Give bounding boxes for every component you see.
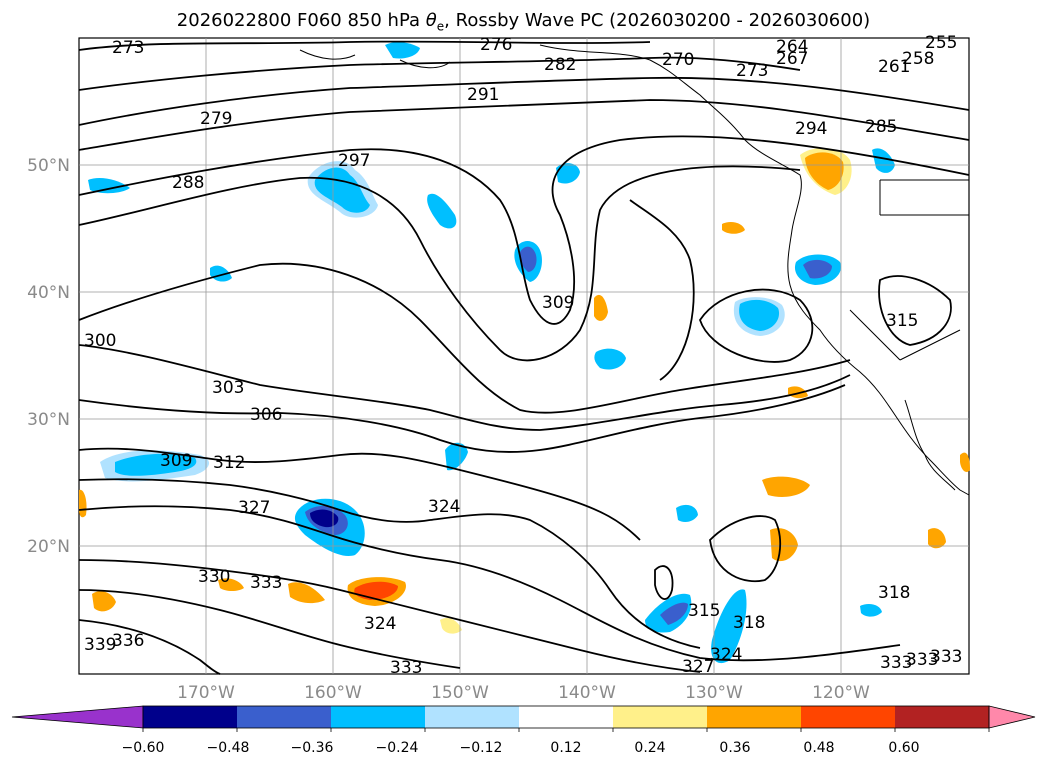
colorbar-tick-label: 0.48 bbox=[803, 740, 834, 756]
colorbar-tick-label: 0.24 bbox=[634, 740, 665, 756]
colorbar-tick-label: −0.12 bbox=[460, 740, 503, 756]
colorbar-tick-label: −0.24 bbox=[376, 740, 419, 756]
colorbar-segment bbox=[331, 706, 425, 728]
colorbar-tick-label: −0.48 bbox=[207, 740, 250, 756]
colorbar: −0.60 −0.48 −0.36 −0.24 −0.12 0.12 0.24 … bbox=[0, 0, 1047, 767]
colorbar-segment bbox=[613, 706, 707, 728]
colorbar-tick-label: −0.60 bbox=[122, 740, 165, 756]
colorbar-segment bbox=[895, 706, 989, 728]
colorbar-tick-label: 0.12 bbox=[550, 740, 581, 756]
colorbar-segment bbox=[707, 706, 801, 728]
colorbar-segment bbox=[425, 706, 519, 728]
colorbar-segment bbox=[237, 706, 331, 728]
colorbar-tick-labels: −0.60 −0.48 −0.36 −0.24 −0.12 0.12 0.24 … bbox=[122, 740, 920, 756]
colorbar-extend-high bbox=[989, 706, 1035, 728]
colorbar-tick-label: 0.60 bbox=[888, 740, 919, 756]
colorbar-segment bbox=[143, 706, 237, 728]
colorbar-extend-low bbox=[12, 706, 143, 728]
colorbar-segments bbox=[12, 706, 1035, 732]
colorbar-segment bbox=[519, 706, 613, 728]
colorbar-tick-label: −0.36 bbox=[291, 740, 334, 756]
colorbar-segment bbox=[801, 706, 895, 728]
colorbar-tick-label: 0.36 bbox=[719, 740, 750, 756]
